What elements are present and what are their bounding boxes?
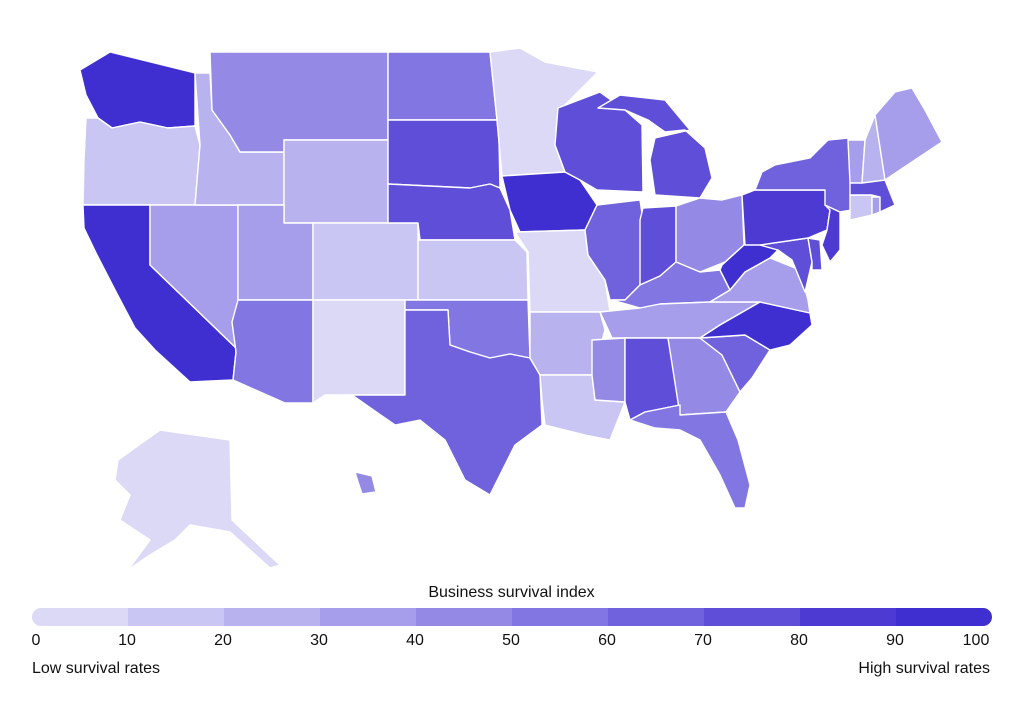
state-mt[interactable]: [209, 51, 389, 153]
legend-tick: 80: [790, 632, 808, 649]
state-ks[interactable]: [417, 239, 529, 301]
legend-swatch: [896, 608, 992, 626]
state-ct[interactable]: [849, 194, 873, 221]
state-fl[interactable]: [629, 404, 751, 509]
state-pa[interactable]: [741, 189, 831, 246]
legend-swatch: [416, 608, 513, 626]
legend-tick: 40: [406, 632, 424, 649]
legend-tick: 0: [31, 632, 41, 649]
legend-color-scale: [32, 608, 992, 626]
legend-low-label: Low survival rates: [32, 660, 161, 677]
state-ms[interactable]: [591, 337, 626, 403]
state-mi[interactable]: [597, 94, 713, 199]
state-ri[interactable]: [871, 196, 881, 216]
state-ne[interactable]: [387, 183, 516, 241]
state-ak[interactable]: [114, 429, 281, 571]
state-nc[interactable]: [699, 301, 813, 351]
legend-swatch: [128, 608, 225, 626]
state-tx[interactable]: [351, 309, 543, 496]
state-sd[interactable]: [387, 119, 501, 189]
state-nj[interactable]: [821, 204, 841, 263]
legend-swatch: [320, 608, 417, 626]
state-hi[interactable]: [354, 471, 377, 495]
state-co[interactable]: [312, 222, 419, 301]
state-wy[interactable]: [283, 139, 389, 224]
legend-high-label: High survival rates: [858, 660, 990, 677]
legend-swatch: [704, 608, 801, 626]
legend-swatch: [32, 608, 128, 626]
legend-tick: 50: [502, 632, 520, 649]
legend-tick: 30: [310, 632, 328, 649]
legend-tick: 10: [118, 632, 136, 649]
state-nm[interactable]: [312, 299, 406, 404]
legend-title: Business survival index: [428, 584, 595, 601]
legend-tick: 100: [962, 632, 990, 649]
legend-swatch: [512, 608, 609, 626]
state-ma[interactable]: [849, 179, 896, 213]
us-choropleth-map: [79, 47, 943, 571]
state-de[interactable]: [807, 237, 823, 271]
state-or[interactable]: [82, 117, 201, 206]
legend-tick: 60: [598, 632, 616, 649]
state-me[interactable]: [874, 87, 943, 181]
legend-tick: 90: [886, 632, 904, 649]
legend-tick: 20: [214, 632, 232, 649]
legend-swatch: [224, 608, 321, 626]
state-az[interactable]: [231, 299, 314, 404]
legend-swatch: [800, 608, 897, 626]
state-nd[interactable]: [387, 51, 498, 121]
state-wa[interactable]: [79, 51, 196, 129]
legend-tick: 70: [694, 632, 712, 649]
legend-swatch: [608, 608, 705, 626]
